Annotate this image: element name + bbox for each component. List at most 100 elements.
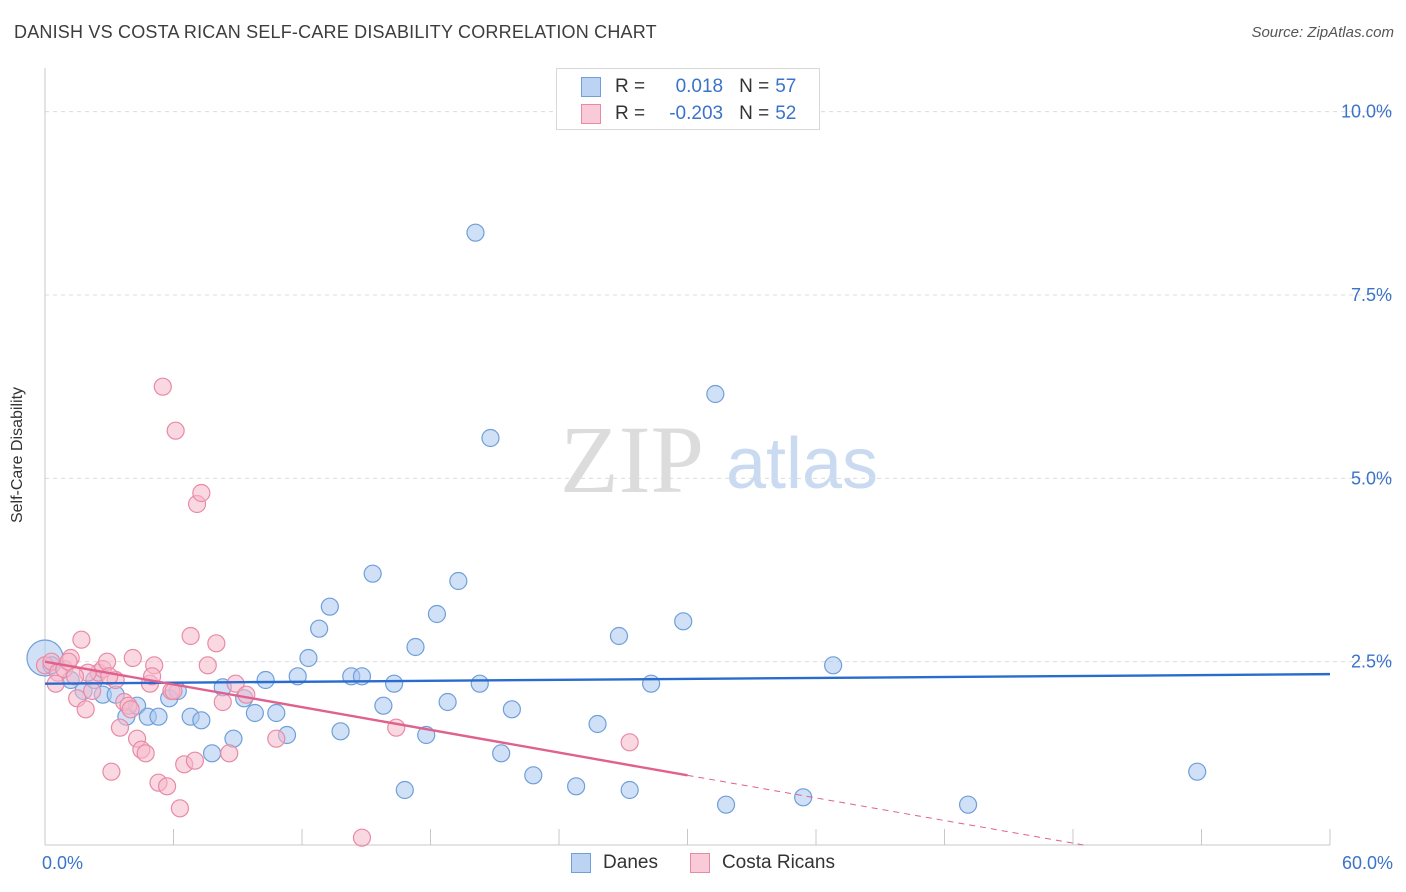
danes-point [716, 795, 736, 814]
stats-row-costa-ricans: R = -0.203 N = 52 [581, 102, 796, 126]
costa-ricans-point [110, 718, 130, 737]
costa-ricans-point [267, 729, 286, 748]
costa-ricans-point [207, 634, 226, 653]
chart-title: DANISH VS COSTA RICAN SELF-CARE DISABILI… [14, 22, 657, 42]
axes [44, 68, 1331, 846]
n-label: N = [739, 103, 770, 124]
danes-point [406, 637, 425, 657]
costa-ricans-point [185, 751, 205, 770]
grid-lines [45, 111, 1392, 663]
costa-ricans-point [121, 700, 140, 719]
y-tick-label: 2.5% [1351, 652, 1392, 672]
data-points [26, 223, 1207, 847]
costa-ricans-point [170, 799, 190, 818]
danes-point [958, 795, 978, 814]
y-tick-label: 5.0% [1351, 468, 1392, 488]
trend-lines [44, 660, 1331, 846]
stats-row-danes: R = 0.018 N = 57 [581, 75, 796, 99]
series-legend: Danes Costa Ricans [0, 852, 1406, 874]
danes-point [267, 703, 286, 723]
costa-ricans-point [76, 700, 95, 719]
r-label: R = [615, 103, 646, 124]
danes-point [706, 384, 725, 404]
x-tick-label: 60.0% [1342, 853, 1393, 873]
costa-ricans-point [102, 762, 121, 781]
costa-ricans-point [181, 626, 200, 646]
costa-ricans-point [226, 674, 245, 693]
watermark: ZIP atlas [560, 406, 878, 513]
costa-ricans-point [157, 777, 177, 796]
n-value: 57 [775, 76, 797, 97]
danes-point [384, 674, 404, 693]
n-value: 52 [775, 103, 797, 124]
costa-ricans-point [166, 421, 185, 440]
costa-ricans-point [198, 656, 217, 675]
costa-ricans-trend-line [687, 774, 1084, 846]
danes-point [449, 571, 468, 591]
danes-point [466, 223, 485, 242]
danes-swatch [581, 77, 601, 97]
danes-point [299, 648, 318, 668]
danes-trend-line [44, 672, 1331, 685]
danes-point [824, 656, 843, 675]
legend-label-danes: Danes [603, 852, 658, 873]
watermark-zip: ZIP [560, 406, 704, 513]
costa-ricans-point [213, 692, 232, 712]
source-label: Source: ZipAtlas.com [1251, 24, 1394, 41]
danes-point [395, 780, 414, 800]
legend-item-costa-ricans: Costa Ricans [689, 852, 835, 874]
y-tick-label: 7.5% [1351, 285, 1392, 305]
costa-ricans-point [72, 630, 91, 649]
danes-point [320, 597, 339, 616]
r-value: -0.203 [669, 103, 724, 124]
r-value: 0.018 [675, 76, 724, 97]
n-label: N = [739, 76, 770, 97]
danes-point [310, 619, 329, 638]
danes-point [524, 766, 543, 785]
danes-point [202, 744, 222, 763]
costa-ricans-trend-line [44, 660, 688, 777]
danes-point [588, 714, 607, 734]
r-label: R = [615, 76, 646, 97]
costa-ricans-point [83, 681, 102, 701]
y-tick-labels: 2.5% 5.0% 7.5% 10.0% [1341, 102, 1392, 672]
costa-ricans-point [220, 744, 239, 763]
y-tick-label: 10.0% [1341, 102, 1392, 122]
danes-point [492, 744, 511, 763]
danes-point [481, 428, 500, 448]
danes-point [256, 670, 275, 690]
danes-point [567, 777, 586, 796]
danes-point [331, 722, 350, 741]
x-tick-labels: 0.0% 60.0% [42, 853, 1393, 873]
danes-point [374, 696, 393, 715]
costa-ricans-point [352, 828, 372, 847]
danes-point [192, 711, 211, 730]
legend-label-costa-ricans: Costa Ricans [721, 852, 835, 873]
costa-ricans-point [153, 377, 172, 396]
costa-ricans-point [192, 483, 211, 503]
danes-point [794, 788, 813, 807]
danes-point [609, 626, 629, 646]
danes-legend-swatch [571, 853, 592, 873]
costa-ricans-legend-swatch [689, 853, 710, 873]
danes-point [149, 707, 168, 726]
danes-point [427, 604, 447, 624]
danes-point [363, 564, 382, 583]
danes-point [674, 612, 693, 631]
legend-item-danes: Danes [571, 852, 658, 874]
danes-point [1188, 762, 1207, 781]
costa-ricans-point [620, 733, 639, 752]
danes-point [438, 692, 457, 712]
danes-point [245, 703, 264, 723]
danes-point [470, 674, 489, 693]
y-axis-label: Self-Care Disability [9, 386, 26, 524]
costa-ricans-point [237, 685, 256, 704]
danes-point [502, 700, 521, 719]
danes-point [620, 780, 639, 800]
watermark-atlas: atlas [726, 424, 878, 504]
costa-ricans-swatch [581, 104, 601, 124]
x-tick-label: 0.0% [42, 853, 83, 873]
stats-legend: R = 0.018 N = 57 R = -0.203 N = 52 [556, 68, 820, 130]
costa-ricans-point [136, 744, 155, 763]
